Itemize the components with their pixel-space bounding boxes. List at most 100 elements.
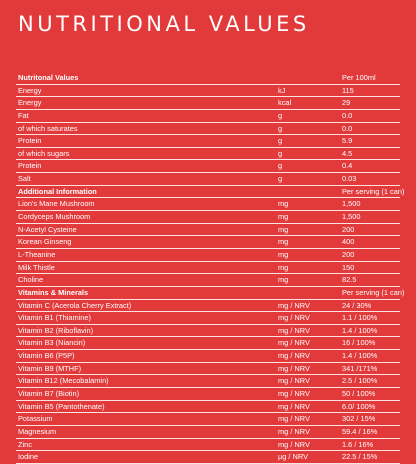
section-header: Nutritonal Values Per 100ml	[16, 72, 400, 85]
row-value: 2.5 / 100%	[342, 376, 378, 386]
row-value: 24 / 30%	[342, 300, 372, 310]
row-label: of which saturates	[18, 123, 78, 133]
row-label: Nutritonal Values	[18, 73, 79, 82]
table-row: Iodine μg / NRV 22.5 / 15%	[16, 451, 400, 464]
table-row: Vitamin B3 (Niancin) mg / NRV 16 / 100%	[16, 337, 400, 351]
table-row: Vitamin B6 (P5P) mg / NRV 1.4 / 100%	[16, 350, 400, 363]
row-unit: kcal	[278, 98, 292, 108]
row-label: Vitamin B3 (Niancin)	[18, 338, 86, 348]
row-value: 0.03	[342, 174, 357, 184]
row-value: 1,500	[342, 199, 361, 209]
row-label: Vitamin B9 (MTHF)	[18, 363, 82, 373]
row-label: Protein	[18, 136, 42, 146]
table-row: Salt g 0.03	[16, 173, 400, 186]
table-row: Zinc mg / NRV 1.6 / 16%	[16, 439, 400, 452]
table-row: L-Theanine mg 200	[16, 249, 400, 262]
table-row: Vitamin C (Acerola Cherry Extract) mg / N…	[16, 300, 400, 313]
row-value: 200	[342, 224, 355, 234]
row-value: 400	[342, 237, 355, 247]
table-row: Vitamin B7 (Biotin) mg / NRV 50 / 100%	[16, 388, 400, 401]
row-label: Vitamins & Minerals	[18, 287, 89, 297]
row-unit: mg / NRV	[278, 325, 310, 335]
table-row: Cordyceps Mushroom mg 1,500	[16, 211, 400, 224]
row-label: Energy	[18, 98, 42, 108]
row-label: Energy	[18, 85, 42, 95]
row-label: Vitamin B1 (Thiamine)	[18, 313, 91, 323]
nutrition-table: Nutritonal Values Per 100ml Energy kJ 115 Ene…	[16, 72, 404, 464]
row-unit: mg	[278, 199, 289, 209]
row-label: Zinc	[18, 439, 32, 449]
row-value: 341 /171%	[342, 363, 378, 373]
row-unit: mg / NRV	[278, 363, 310, 373]
table-row: Energy kJ 115	[16, 85, 400, 98]
table-row: Magnesium mg / NRV 59.4 / 16%	[16, 426, 400, 439]
section-header: Additional Information Per serving (1 can…	[16, 186, 404, 199]
table-row: Fat g 0.0	[16, 110, 400, 123]
section-header: Vitamins & Minerals Per serving (1 can)	[16, 287, 404, 300]
row-unit: g	[278, 136, 283, 146]
table-row: Protein g 0.4	[16, 160, 400, 174]
row-value: 1.1 / 100%	[342, 313, 378, 323]
row-unit: mg / NRV	[278, 426, 310, 436]
row-value: 6.0/ 100%	[342, 401, 376, 411]
row-unit: g	[278, 110, 283, 120]
row-unit: mg / NRV	[278, 439, 310, 449]
table-row: Milk Thistle mg 150	[16, 262, 400, 275]
row-value: 22.5 / 15%	[342, 452, 378, 462]
row-value: 82.5	[342, 275, 357, 285]
row-label: Protein	[18, 161, 42, 171]
row-unit: mg	[278, 237, 289, 247]
row-value: Per 100ml	[342, 73, 376, 82]
row-value: 0.0	[342, 110, 353, 120]
row-label: Milk Thistle	[18, 262, 55, 272]
table-row: Lion's Mane Mushroom mg 1,500	[16, 198, 400, 212]
row-value: 1.4 / 100%	[342, 351, 378, 361]
row-value: 1.4 / 100%	[342, 325, 378, 335]
table-row: Vitamin B9 (MTHF) mg / NRV 341 /171%	[16, 363, 400, 376]
table-row: Vitamin B5 (Pantothenate) mg / NRV 6.0/ 10…	[16, 401, 400, 414]
row-label: N-Acetyl Cysteine	[18, 224, 77, 234]
row-label: Additional Information	[18, 186, 97, 196]
row-unit: mg	[278, 224, 289, 234]
row-label: L-Theanine	[18, 249, 56, 259]
row-value: 4.5	[342, 148, 353, 158]
row-label: Lion's Mane Mushroom	[18, 199, 95, 209]
page-title: NUTRITIONAL VALUES	[18, 12, 310, 36]
row-value: 5.9	[342, 136, 353, 146]
row-label: Vitamin B12 (Mecobalamin)	[18, 376, 109, 386]
row-label: Choline	[18, 275, 44, 285]
row-label: of which sugars	[18, 148, 70, 158]
row-value: 59.4 / 16%	[342, 426, 378, 436]
row-label: Korean Ginseng	[18, 237, 72, 247]
row-unit: μg / NRV	[278, 452, 308, 462]
row-value: Per serving (1 can)	[342, 287, 405, 297]
row-label: Magnesium	[18, 426, 57, 436]
row-unit: g	[278, 161, 283, 171]
row-value: 50 / 100%	[342, 389, 376, 399]
row-unit: mg	[278, 262, 289, 272]
row-unit: mg / NRV	[278, 300, 310, 310]
row-value: 16 / 100%	[342, 338, 376, 348]
row-label: Iodine	[18, 452, 39, 462]
row-unit: mg	[278, 212, 289, 222]
row-unit: kJ	[278, 85, 286, 95]
row-unit: mg / NRV	[278, 389, 310, 399]
row-label: Potassium	[18, 414, 53, 424]
row-unit: mg / NRV	[278, 376, 310, 386]
row-value: 0.0	[342, 123, 353, 133]
table-row: Vitamin B1 (Thiamine) mg / NRV 1.1 / 100%	[16, 312, 400, 325]
table-row: Choline mg 82.5	[16, 274, 400, 287]
row-label: Cordyceps Mushroom	[18, 212, 91, 222]
row-unit: mg / NRV	[278, 401, 310, 411]
row-unit: g	[278, 123, 283, 133]
row-label: Vitamin C (Acerola Cherry Extract)	[18, 300, 132, 310]
table-row: N-Acetyl Cysteine mg 200	[16, 224, 400, 237]
row-value: 150	[342, 262, 355, 272]
row-value: Per serving (1 can)	[342, 186, 405, 196]
row-unit: g	[278, 174, 283, 184]
row-value: 115	[342, 85, 354, 95]
row-label: Fat	[18, 110, 29, 120]
row-label: Vitamin B6 (P5P)	[18, 351, 75, 361]
table-row: Korean Ginseng mg 400	[16, 236, 400, 249]
row-label: Vitamin B2 (Riboflavin)	[18, 325, 94, 335]
